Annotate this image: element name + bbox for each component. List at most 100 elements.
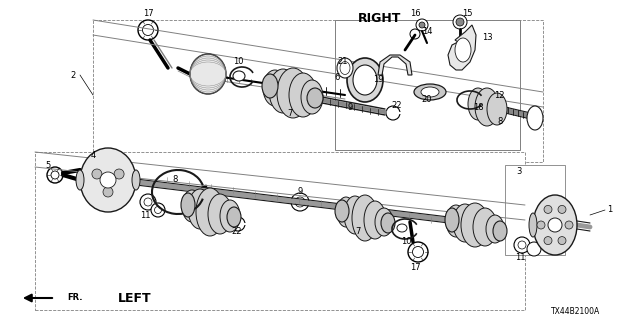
Ellipse shape bbox=[397, 224, 407, 232]
Text: 8: 8 bbox=[497, 117, 502, 126]
Ellipse shape bbox=[353, 65, 377, 95]
Ellipse shape bbox=[527, 106, 543, 130]
Polygon shape bbox=[448, 25, 476, 70]
Circle shape bbox=[154, 206, 161, 213]
Bar bbox=[93, 20, 543, 162]
Ellipse shape bbox=[352, 195, 378, 241]
Circle shape bbox=[548, 218, 562, 232]
Bar bbox=[505, 165, 565, 255]
Circle shape bbox=[544, 205, 552, 213]
Text: 2: 2 bbox=[70, 70, 76, 79]
Circle shape bbox=[544, 236, 552, 244]
Text: LEFT: LEFT bbox=[118, 292, 152, 305]
Ellipse shape bbox=[220, 200, 240, 232]
Text: 17: 17 bbox=[410, 263, 420, 273]
Bar bbox=[335, 20, 520, 150]
Circle shape bbox=[408, 242, 428, 262]
Circle shape bbox=[514, 237, 530, 253]
Text: 9: 9 bbox=[298, 188, 303, 196]
Ellipse shape bbox=[182, 190, 202, 222]
Ellipse shape bbox=[301, 80, 323, 114]
Circle shape bbox=[231, 217, 245, 231]
Circle shape bbox=[92, 169, 102, 179]
Circle shape bbox=[151, 203, 165, 217]
Text: 10: 10 bbox=[233, 58, 243, 67]
Ellipse shape bbox=[414, 84, 446, 100]
Text: 15: 15 bbox=[461, 9, 472, 18]
Ellipse shape bbox=[455, 38, 471, 62]
Ellipse shape bbox=[475, 88, 499, 126]
Circle shape bbox=[103, 187, 113, 197]
Circle shape bbox=[143, 25, 154, 36]
Text: 14: 14 bbox=[422, 28, 432, 36]
Text: 18: 18 bbox=[473, 102, 483, 111]
Ellipse shape bbox=[269, 69, 297, 113]
Circle shape bbox=[386, 106, 400, 120]
Circle shape bbox=[114, 169, 124, 179]
Text: 11: 11 bbox=[515, 253, 525, 262]
Circle shape bbox=[416, 19, 428, 31]
Circle shape bbox=[537, 221, 545, 229]
Ellipse shape bbox=[277, 68, 309, 118]
Ellipse shape bbox=[473, 208, 497, 246]
Ellipse shape bbox=[132, 170, 140, 190]
Circle shape bbox=[410, 29, 420, 39]
Text: 22: 22 bbox=[392, 100, 403, 109]
Ellipse shape bbox=[381, 213, 395, 233]
Polygon shape bbox=[378, 55, 412, 75]
Ellipse shape bbox=[227, 207, 241, 227]
Ellipse shape bbox=[335, 200, 349, 222]
Ellipse shape bbox=[337, 197, 355, 227]
Circle shape bbox=[558, 205, 566, 213]
Ellipse shape bbox=[233, 71, 245, 81]
Ellipse shape bbox=[263, 70, 287, 106]
Circle shape bbox=[453, 15, 467, 29]
Ellipse shape bbox=[529, 213, 537, 237]
Ellipse shape bbox=[493, 221, 507, 241]
Text: 16: 16 bbox=[410, 9, 420, 18]
Text: 11: 11 bbox=[140, 211, 150, 220]
Ellipse shape bbox=[421, 87, 439, 97]
Ellipse shape bbox=[487, 93, 507, 125]
Circle shape bbox=[138, 20, 158, 40]
Text: RIGHT: RIGHT bbox=[358, 12, 402, 25]
Ellipse shape bbox=[533, 195, 577, 255]
Ellipse shape bbox=[289, 73, 317, 117]
Ellipse shape bbox=[468, 88, 488, 120]
Circle shape bbox=[456, 18, 464, 26]
Ellipse shape bbox=[364, 201, 386, 239]
Circle shape bbox=[291, 193, 309, 211]
Ellipse shape bbox=[375, 208, 393, 236]
Ellipse shape bbox=[181, 193, 195, 217]
Circle shape bbox=[413, 246, 424, 258]
Text: FR.: FR. bbox=[67, 293, 83, 302]
Ellipse shape bbox=[445, 208, 459, 232]
Text: 13: 13 bbox=[482, 34, 492, 43]
Ellipse shape bbox=[446, 205, 466, 237]
Text: TX44B2100A: TX44B2100A bbox=[551, 308, 600, 316]
Text: 22: 22 bbox=[232, 228, 243, 236]
Circle shape bbox=[565, 221, 573, 229]
Text: 10: 10 bbox=[401, 237, 412, 246]
Ellipse shape bbox=[344, 196, 366, 234]
Text: 17: 17 bbox=[143, 9, 154, 18]
Ellipse shape bbox=[461, 203, 489, 247]
Ellipse shape bbox=[190, 54, 226, 94]
Ellipse shape bbox=[262, 74, 278, 98]
Circle shape bbox=[527, 242, 541, 256]
Circle shape bbox=[140, 194, 156, 210]
Text: 3: 3 bbox=[516, 167, 522, 177]
Ellipse shape bbox=[208, 194, 232, 234]
Text: 5: 5 bbox=[45, 161, 51, 170]
Circle shape bbox=[100, 172, 116, 188]
Ellipse shape bbox=[80, 148, 136, 212]
Circle shape bbox=[144, 198, 152, 206]
Text: 6: 6 bbox=[334, 73, 340, 82]
Text: 7: 7 bbox=[355, 228, 361, 236]
Circle shape bbox=[47, 167, 63, 183]
Ellipse shape bbox=[340, 61, 350, 75]
Ellipse shape bbox=[486, 215, 504, 243]
Text: 4: 4 bbox=[90, 150, 95, 159]
Ellipse shape bbox=[347, 58, 383, 102]
FancyArrowPatch shape bbox=[25, 295, 52, 301]
